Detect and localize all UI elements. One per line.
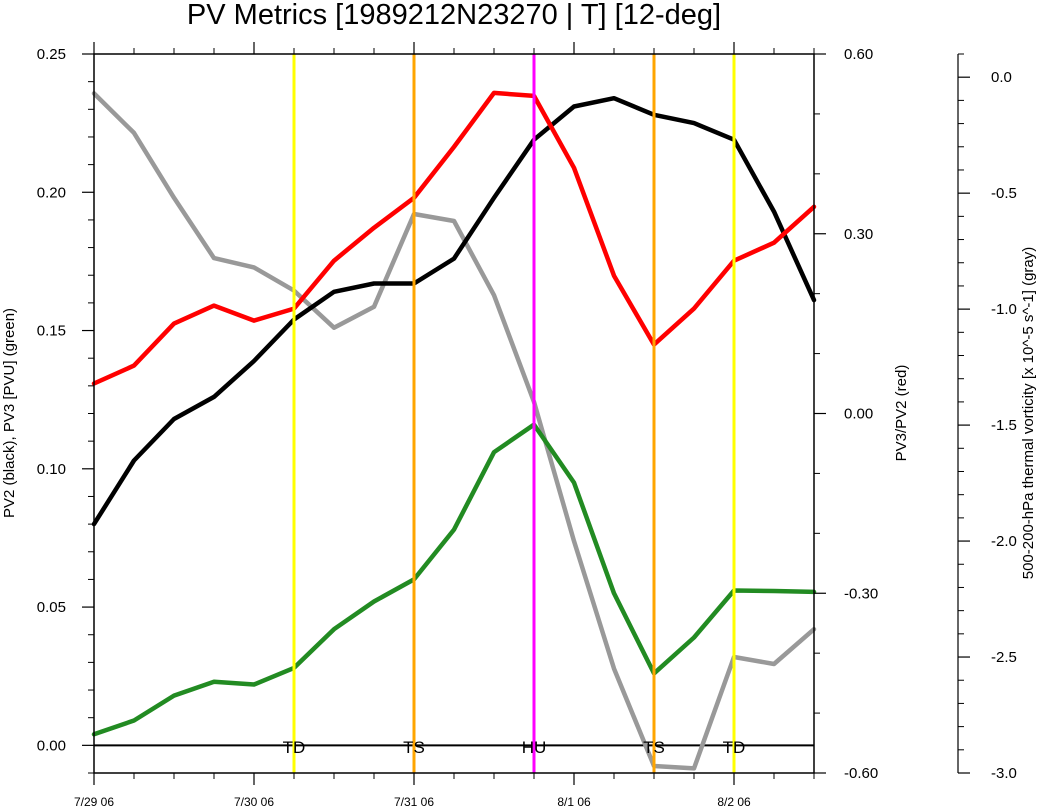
y-right-outer-tick-label-0: 0.0 [991, 69, 1012, 86]
stage-marker-label-4: TD [723, 738, 746, 757]
y-left-tick-label-4: 0.20 [37, 184, 66, 201]
y-right-tick-label-4: 0.60 [844, 46, 873, 63]
y-right-tick-label-3: 0.30 [844, 226, 873, 243]
x-tick-label-3: 8/1 06 [557, 795, 591, 809]
y-right-outer-tick-label-5: -2.5 [991, 649, 1017, 666]
y-right-outer-tick-label-2: -1.0 [991, 301, 1017, 318]
x-tick-label-0: 7/29 06 [74, 795, 114, 809]
y-left-tick-label-3: 0.15 [37, 323, 66, 340]
plot-frame [93, 53, 815, 774]
x-tick-label-2: 7/31 06 [394, 795, 434, 809]
series-line-right_outer-3 [91, 91, 817, 771]
y-right-outer-tick-label-1: -0.5 [991, 185, 1017, 202]
y-left-tick-label-2: 0.10 [37, 461, 66, 478]
y-right-outer-tick-label-4: -2.0 [991, 533, 1017, 550]
y-right-axis-title: PV3/PV2 (red) [893, 365, 910, 462]
stage-marker-label-1: TS [403, 738, 425, 757]
y-right-tick-label-2: 0.00 [844, 406, 873, 423]
y-right-tick-label-1: -0.30 [844, 585, 878, 602]
y-right-outer-tick-label-3: -1.5 [991, 417, 1017, 434]
y-right-outer-axis-title: 500-200-hPa thermal vorticity [x 10^-5 s… [1020, 247, 1037, 580]
stage-markers: TD TS HU TS TD [283, 54, 746, 773]
y-left-axis-title: PV2 (black), PV3 [PVU] (green) [1, 308, 18, 518]
series-line-left-0 [91, 95, 817, 527]
stage-marker-label-2: HU [522, 738, 547, 757]
y-left-tick-label-0: 0.00 [37, 737, 66, 754]
series-line-right-2 [91, 90, 817, 386]
plot-border [93, 53, 815, 774]
chart-title: PV Metrics [1989212N23270 | T] [12-deg] [187, 0, 721, 31]
y-left-tick-label-1: 0.05 [37, 599, 66, 616]
y-right-outer-tick-label-6: -3.0 [991, 765, 1017, 782]
stage-marker-label-3: TS [643, 738, 665, 757]
stage-marker-label-0: TD [283, 738, 306, 757]
y-right-tick-label-0: -0.60 [844, 765, 878, 782]
x-tick-label-4: 8/2 06 [717, 795, 751, 809]
plot-lines [91, 90, 817, 771]
x-tick-label-1: 7/30 06 [234, 795, 274, 809]
y-left-tick-label-5: 0.25 [37, 46, 66, 63]
axis-ticks: 0.00 0.05 0.10 0.15 0.20 0.25 -0.60 -0.30 0.00 0.… [37, 42, 1017, 809]
series-line-left-1 [91, 422, 817, 737]
